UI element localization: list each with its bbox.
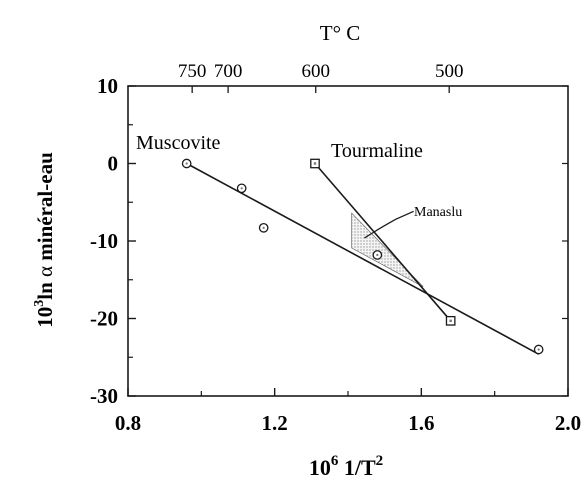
data-point-center [313, 162, 317, 165]
y-axis-title-suffix: minéral-eau [33, 152, 57, 266]
x-tick-label: 2.0 [555, 411, 581, 435]
data-point-center [185, 162, 188, 165]
x-axis-title-exponent: 6 [331, 453, 339, 469]
x-axis-title-base: 10 [309, 455, 331, 480]
y-axis-title: 103ln α minéral-eau [32, 152, 57, 328]
x-axis-title: 106 1/T2 [309, 453, 383, 480]
data-point-center [537, 348, 540, 351]
top-axis-title: T° C [320, 21, 360, 45]
x-tick-label: 0.8 [115, 411, 141, 435]
annotation-label-manaslu: Manaslu [414, 205, 462, 220]
y-tick-label: 0 [108, 152, 119, 176]
y-axis-title-base: 10 [33, 307, 57, 328]
data-point-center [376, 253, 379, 257]
manaslu-leader [364, 210, 414, 239]
x-tick-label: 1.6 [408, 411, 434, 435]
x-axis-title-exponent2: 2 [376, 453, 384, 469]
top-tick-label: 750 [178, 61, 207, 82]
fit-line-muscovite [186, 162, 540, 355]
series-label-muscovite: Muscovite [136, 132, 221, 154]
x-tick-label: 1.2 [262, 411, 288, 435]
top-tick-label: 700 [214, 61, 243, 82]
data-point-center [449, 319, 452, 323]
fit-line-tourmaline [314, 162, 452, 322]
top-tick-label: 600 [301, 61, 330, 82]
y-axis-title-exponent: 3 [32, 300, 47, 307]
y-tick-label: -10 [90, 229, 118, 253]
y-axis-title-alpha: α [33, 266, 57, 277]
series-label-tourmaline: Tourmaline [331, 140, 423, 162]
top-tick-label: 500 [435, 61, 464, 82]
y-tick-label: 10 [97, 74, 118, 98]
y-tick-label: -20 [90, 307, 118, 331]
x-axis-title-rest: 1/T [338, 455, 376, 480]
data-point-center [240, 187, 243, 190]
data-point-center [262, 226, 265, 229]
y-axis-title-ln: ln [33, 277, 57, 300]
y-tick-label: -30 [90, 384, 118, 408]
